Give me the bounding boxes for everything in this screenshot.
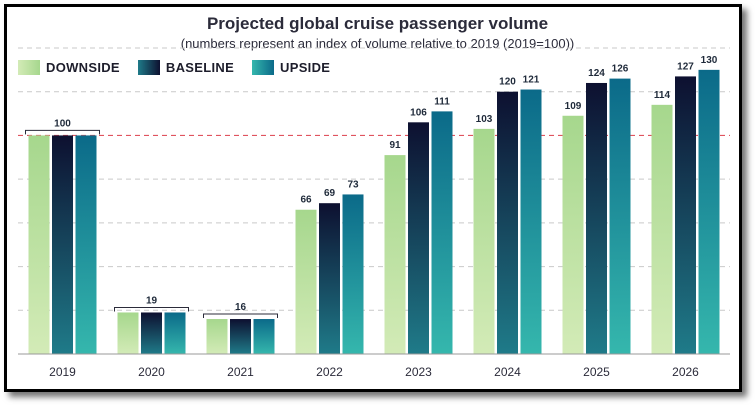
value-label-baseline-2023: 106 xyxy=(410,107,427,118)
value-label-upside-2022: 73 xyxy=(347,179,359,190)
value-label-baseline-2022: 69 xyxy=(324,188,336,199)
bar-downside-2025 xyxy=(562,115,584,354)
value-label-upside-2026: 130 xyxy=(701,55,718,66)
value-label-downside-2026: 114 xyxy=(654,90,671,101)
x-tick-label-2026: 2026 xyxy=(672,365,699,379)
bar-upside-2025 xyxy=(609,78,631,354)
value-label-baseline-2025: 124 xyxy=(588,68,605,79)
bar-baseline-2019 xyxy=(52,135,73,354)
group-bracket-2019 xyxy=(25,129,100,135)
value-label-upside-2025: 126 xyxy=(612,64,629,75)
group-bracket-2021 xyxy=(203,313,278,319)
value-label-upside-2023: 111 xyxy=(434,96,450,107)
bar-baseline-2022 xyxy=(319,203,340,354)
chart-subtitle: (numbers represent an index of volume re… xyxy=(180,36,575,51)
bar-baseline-2021 xyxy=(230,319,251,354)
value-label-baseline-2026: 127 xyxy=(677,61,694,72)
bar-upside-2021 xyxy=(253,319,275,354)
bar-upside-2020 xyxy=(164,312,186,354)
bar-downside-2026 xyxy=(651,104,673,354)
legend-label-upside: UPSIDE xyxy=(280,60,331,75)
bar-upside-2026 xyxy=(698,69,720,354)
value-label-baseline-2024: 120 xyxy=(499,77,516,88)
x-tick-label-2024: 2024 xyxy=(494,365,521,379)
legend-item-upside: UPSIDE xyxy=(252,60,330,75)
group-value-label-2019: 100 xyxy=(54,118,71,129)
x-tick-label-2023: 2023 xyxy=(405,365,432,379)
bar-downside-2023 xyxy=(384,155,406,354)
legend-item-downside: DOWNSIDE xyxy=(18,60,120,75)
bar-downside-2019 xyxy=(28,135,50,354)
value-label-downside-2022: 66 xyxy=(300,195,312,206)
group-bracket-2020 xyxy=(114,306,189,312)
bar-upside-2019 xyxy=(75,135,97,354)
x-tick-label-2022: 2022 xyxy=(316,365,343,379)
x-tick-label-2020: 2020 xyxy=(138,365,165,379)
bar-baseline-2025 xyxy=(586,82,607,354)
bar-downside-2021 xyxy=(206,319,228,354)
bar-baseline-2026 xyxy=(675,76,696,355)
legend-label-downside: DOWNSIDE xyxy=(46,60,120,75)
bar-upside-2023 xyxy=(431,111,453,354)
bar-baseline-2020 xyxy=(141,312,162,354)
value-label-downside-2023: 91 xyxy=(389,140,401,151)
bar-downside-2024 xyxy=(473,128,495,354)
legend-swatch-baseline xyxy=(137,60,160,75)
value-label-upside-2024: 121 xyxy=(523,75,540,86)
legend-swatch-downside xyxy=(18,60,40,75)
bar-downside-2022 xyxy=(295,209,317,354)
x-tick-label-2019: 2019 xyxy=(49,365,76,379)
group-value-label-2021: 16 xyxy=(235,302,247,313)
value-label-downside-2024: 103 xyxy=(476,114,493,125)
bar-downside-2020 xyxy=(117,312,139,354)
chart-legend: DOWNSIDE BASELINE UPSIDE xyxy=(18,60,348,75)
legend-item-baseline: BASELINE xyxy=(137,60,235,75)
x-tick-label-2021: 2021 xyxy=(227,365,254,379)
group-value-label-2020: 19 xyxy=(146,295,158,306)
bar-upside-2022 xyxy=(342,194,364,354)
legend-label-baseline: BASELINE xyxy=(165,60,235,75)
legend-swatch-upside xyxy=(252,60,275,75)
bar-baseline-2024 xyxy=(497,91,518,354)
bar-baseline-2023 xyxy=(408,122,429,354)
value-label-downside-2025: 109 xyxy=(565,101,582,112)
bar-upside-2024 xyxy=(520,89,542,355)
x-tick-label-2025: 2025 xyxy=(583,365,610,379)
chart-title: Projected global cruise passenger volume xyxy=(206,14,549,33)
